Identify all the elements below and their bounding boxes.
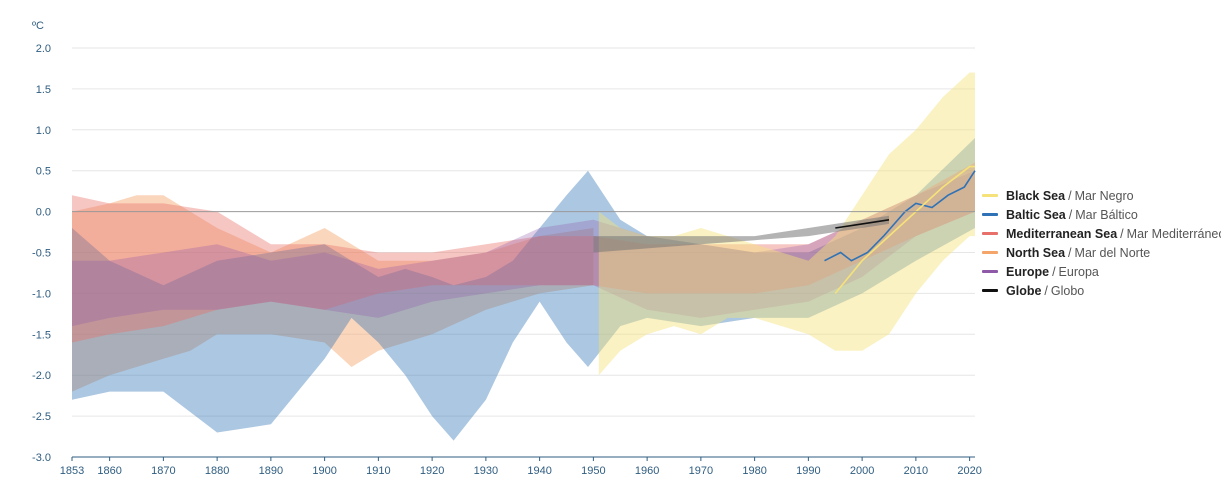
legend-label: Black Sea <box>1006 188 1066 203</box>
y-tick-label: -1.5 <box>32 329 51 341</box>
mediterranean-sea-band <box>72 162 975 343</box>
y-tick-label: 0.0 <box>36 207 51 219</box>
legend-separator: / <box>1044 283 1048 298</box>
x-tick-label: 1950 <box>581 465 605 477</box>
legend-label-es: Mar Mediterráneo <box>1126 226 1221 241</box>
legend-swatch <box>982 232 998 235</box>
legend-swatch <box>982 213 998 216</box>
legend-separator: / <box>1068 188 1072 203</box>
legend-label: Baltic Sea <box>1006 207 1066 222</box>
legend-separator: / <box>1068 207 1073 222</box>
legend-label: Globe <box>1006 283 1042 298</box>
black-sea-band <box>598 72 975 376</box>
y-tick-label: -2.0 <box>32 370 51 382</box>
y-tick-label: -1.0 <box>32 288 51 300</box>
x-tick-label: 1853 <box>60 465 84 477</box>
baltic-sea-band <box>72 138 975 441</box>
unit-label: ºC <box>32 20 44 32</box>
legend-swatch <box>982 289 998 292</box>
globe-band <box>593 215 889 253</box>
y-tick-label: 2.0 <box>36 43 51 55</box>
x-axis: 1853 1860 1870 1880 1890 1900 1910 1920 1930 1940… <box>60 456 982 477</box>
x-tick-label: 2000 <box>850 465 874 477</box>
x-tick-label: 1930 <box>474 465 498 477</box>
legend-label: Mediterranean Sea <box>1006 226 1118 241</box>
legend-label: Europe <box>1006 264 1050 279</box>
legend-swatch <box>982 194 998 197</box>
x-tick-label: 1870 <box>151 465 175 477</box>
x-tick-label: 1980 <box>742 465 766 477</box>
x-tick-label: 1880 <box>205 465 229 477</box>
y-tick-label: 1.5 <box>36 84 51 96</box>
legend-label-es: Europa <box>1058 264 1099 279</box>
legend-separator: / <box>1068 245 1072 260</box>
legend-item-mediterranean-sea: Mediterranean Sea / Mar Mediterráneo <box>982 224 1221 243</box>
x-tick-label: 2020 <box>957 465 981 477</box>
x-tick-label: 1970 <box>689 465 713 477</box>
x-tick-label: 2010 <box>904 465 928 477</box>
legend-item-globe: Globe / Globo <box>982 281 1221 300</box>
y-tick-label: 1.0 <box>36 125 51 137</box>
y-axis: 2.0 1.5 1.0 0.5 0.0 -0.5 -1.0 -1.5 -2.0 -2.5 -3.0 <box>32 43 51 464</box>
legend-item-europe: Europe / Europa <box>982 262 1221 281</box>
legend-label-es: Globo <box>1050 283 1085 298</box>
bands <box>72 72 975 441</box>
y-tick-label: 0.5 <box>36 166 51 178</box>
x-tick-label: 1860 <box>97 465 121 477</box>
x-tick-label: 1900 <box>312 465 336 477</box>
legend-separator: / <box>1120 226 1124 241</box>
legend-swatch <box>982 270 998 273</box>
x-tick-label: 1920 <box>420 465 444 477</box>
legend-label: North Sea <box>1006 245 1066 260</box>
legend-swatch <box>982 251 998 254</box>
y-tick-label: -3.0 <box>32 452 51 464</box>
y-tick-label: -0.5 <box>32 248 51 260</box>
x-tick-label: 1910 <box>366 465 390 477</box>
legend-label-es: Mar del Norte <box>1074 245 1151 260</box>
legend-item-baltic-sea: Baltic Sea / Mar Báltico <box>982 205 1221 224</box>
legend-label-es: Mar Báltico <box>1075 207 1138 222</box>
legend: Black Sea / Mar Negro Baltic Sea / Mar Báltic… <box>982 186 1221 300</box>
globe-line <box>835 219 890 229</box>
legend-label-es: Mar Negro <box>1074 188 1134 203</box>
x-tick-label: 1940 <box>527 465 551 477</box>
europe-band <box>72 170 975 327</box>
north-sea-band <box>72 195 594 392</box>
x-tick-label: 1890 <box>259 465 283 477</box>
y-tick-label: -2.5 <box>32 411 51 423</box>
legend-item-north-sea: North Sea / Mar del Norte <box>982 243 1221 262</box>
x-tick-label: 1960 <box>635 465 659 477</box>
legend-item-black-sea: Black Sea / Mar Negro <box>982 186 1221 205</box>
legend-separator: / <box>1052 264 1056 279</box>
x-tick-label: 1990 <box>796 465 820 477</box>
